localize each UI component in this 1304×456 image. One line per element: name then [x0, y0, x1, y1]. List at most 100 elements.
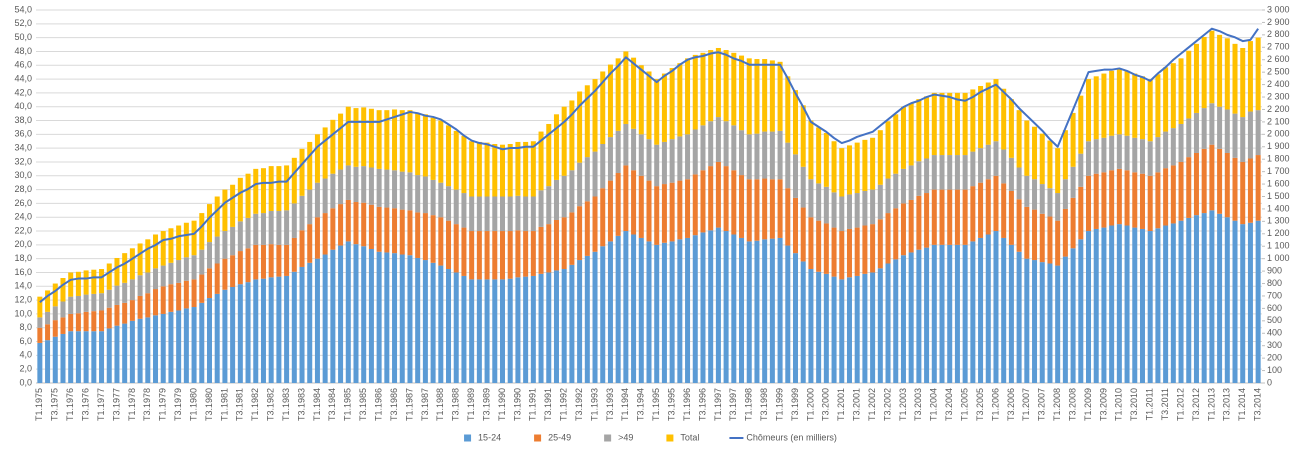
bar: [1186, 50, 1192, 119]
bar: [900, 106, 906, 169]
x-tick-label: T3.1976: [80, 388, 90, 421]
bar: [75, 271, 81, 296]
bar: [222, 289, 228, 383]
bar: [330, 119, 336, 174]
bar: [1008, 190, 1014, 245]
y-tick-label: 2,0: [19, 364, 32, 374]
bar: [376, 110, 382, 169]
bar: [931, 189, 937, 245]
bar: [145, 272, 151, 294]
x-tick-label: T3.1979: [173, 388, 183, 421]
x-tick-label: T1.1988: [435, 388, 445, 421]
y2-tick-label: 300: [1267, 340, 1282, 350]
bar: [661, 73, 667, 142]
bar: [1163, 67, 1169, 132]
bar: [700, 170, 706, 233]
bar: [145, 239, 151, 273]
bar: [700, 232, 706, 383]
bar: [1109, 70, 1115, 136]
bar: [1008, 244, 1014, 383]
bar: [569, 264, 575, 383]
bar: [214, 236, 220, 264]
bar: [661, 184, 667, 243]
bar: [569, 170, 575, 213]
bar: [376, 168, 382, 207]
bar: [68, 296, 74, 314]
y2-tick-label: 900: [1267, 265, 1282, 275]
bar: [230, 255, 236, 287]
bar: [160, 265, 166, 287]
bar: [461, 135, 467, 194]
bar: [931, 244, 937, 383]
bar: [885, 213, 891, 264]
bar: [199, 249, 205, 275]
x-tick-label: T1.1998: [744, 388, 754, 421]
bar: [777, 61, 783, 131]
bar: [1178, 123, 1184, 162]
bar: [1070, 112, 1076, 167]
x-tick-label: T1.1995: [651, 388, 661, 421]
bar: [1224, 152, 1230, 218]
bar: [422, 213, 428, 261]
bar: [392, 253, 398, 383]
bar: [646, 71, 652, 140]
bar: [1163, 168, 1169, 226]
bar: [792, 253, 799, 383]
bar: [754, 240, 760, 383]
x-tick-label: T3.1990: [512, 388, 522, 421]
y2-tick-label: 1 400: [1267, 203, 1290, 213]
bar: [924, 247, 930, 383]
bar: [939, 189, 945, 245]
x-tick-label: T1.1976: [65, 388, 75, 421]
bar: [762, 178, 768, 240]
y2-tick-label: 2 000: [1267, 129, 1290, 139]
x-tick-label: T3.1982: [266, 388, 276, 421]
bar: [37, 296, 43, 318]
bar: [970, 151, 976, 187]
bar: [731, 234, 737, 383]
bar: [1024, 120, 1030, 176]
bar: [399, 171, 405, 210]
bar: [631, 57, 637, 129]
bar: [492, 279, 498, 383]
bar: [931, 155, 937, 190]
bar: [577, 206, 583, 261]
bar: [1078, 239, 1084, 383]
x-tick-label: T1.2001: [836, 388, 846, 421]
bar: [307, 189, 313, 225]
x-tick-label: T3.2003: [913, 388, 923, 421]
x-tick-label: T1.2006: [990, 388, 1000, 421]
bar: [1109, 225, 1115, 383]
bar: [538, 131, 544, 191]
x-tick-label: T3.1989: [481, 388, 491, 421]
bar: [260, 244, 266, 279]
bar: [785, 245, 791, 383]
y-tick-label: 40,0: [14, 101, 32, 111]
bar: [1139, 173, 1145, 229]
bar: [1193, 152, 1199, 216]
bar: [985, 234, 991, 383]
bar: [731, 125, 737, 171]
bar: [284, 210, 290, 245]
bar: [153, 234, 159, 269]
bar: [353, 244, 359, 383]
bar: [83, 294, 89, 312]
bar: [993, 231, 999, 383]
bar: [268, 211, 274, 245]
legend-item: Total: [666, 432, 699, 442]
bar: [438, 182, 444, 218]
bar: [199, 302, 205, 383]
bar: [122, 253, 128, 283]
bar: [453, 272, 459, 383]
bar: [91, 293, 97, 312]
bar: [368, 167, 374, 205]
bar: [191, 255, 197, 280]
bar: [1170, 63, 1176, 129]
bar: [345, 199, 351, 242]
bar: [638, 175, 644, 238]
bar: [1032, 209, 1038, 261]
y2-tick-label: 1 500: [1267, 191, 1290, 201]
bar: [931, 92, 937, 156]
bar: [731, 170, 737, 235]
bar: [99, 331, 105, 383]
